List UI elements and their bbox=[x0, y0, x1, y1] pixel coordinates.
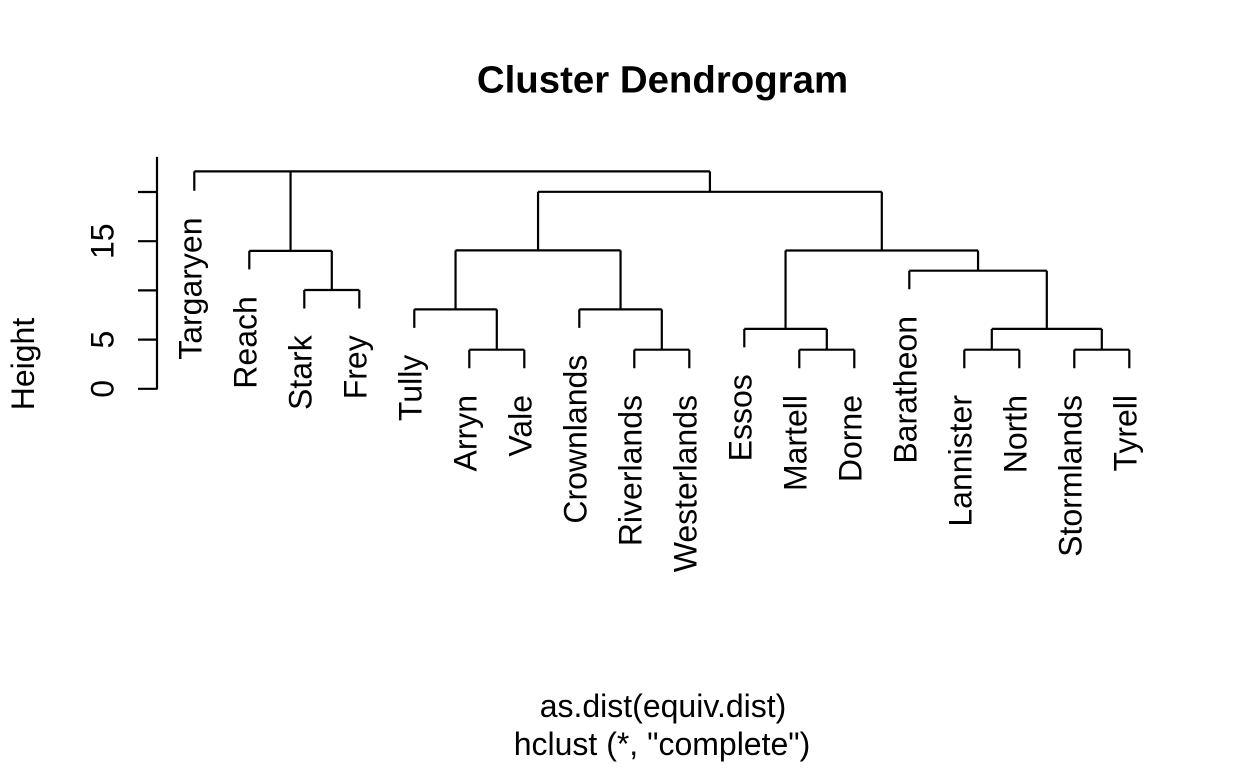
svg-text:Essos: Essos bbox=[723, 374, 759, 461]
svg-text:Height: Height bbox=[5, 318, 41, 411]
svg-text:Martell: Martell bbox=[778, 395, 814, 491]
svg-text:Vale: Vale bbox=[503, 395, 539, 457]
svg-text:Lannister: Lannister bbox=[943, 395, 979, 527]
svg-text:North: North bbox=[998, 395, 1034, 473]
svg-text:15: 15 bbox=[84, 223, 120, 259]
svg-text:5: 5 bbox=[84, 331, 120, 349]
svg-text:Cluster Dendrogram: Cluster Dendrogram bbox=[477, 58, 848, 101]
svg-text:0: 0 bbox=[84, 380, 120, 398]
svg-text:Crownlands: Crownlands bbox=[558, 355, 594, 524]
svg-text:Tyrell: Tyrell bbox=[1108, 395, 1144, 471]
svg-text:Westerlands: Westerlands bbox=[668, 395, 704, 572]
svg-text:Reach: Reach bbox=[228, 296, 264, 389]
svg-text:Stark: Stark bbox=[283, 334, 319, 410]
svg-text:Baratheon: Baratheon bbox=[888, 316, 924, 464]
svg-text:Stormlands: Stormlands bbox=[1053, 395, 1089, 557]
svg-text:Dorne: Dorne bbox=[833, 395, 869, 482]
svg-text:as.dist(equiv.dist): as.dist(equiv.dist) bbox=[540, 688, 787, 724]
svg-text:Frey: Frey bbox=[338, 335, 374, 399]
svg-text:Tully: Tully bbox=[393, 355, 429, 421]
svg-text:hclust (*, "complete"): hclust (*, "complete") bbox=[514, 726, 811, 762]
svg-text:Targaryen: Targaryen bbox=[173, 218, 209, 360]
svg-text:Riverlands: Riverlands bbox=[613, 395, 649, 546]
svg-text:Arryn: Arryn bbox=[448, 395, 484, 471]
